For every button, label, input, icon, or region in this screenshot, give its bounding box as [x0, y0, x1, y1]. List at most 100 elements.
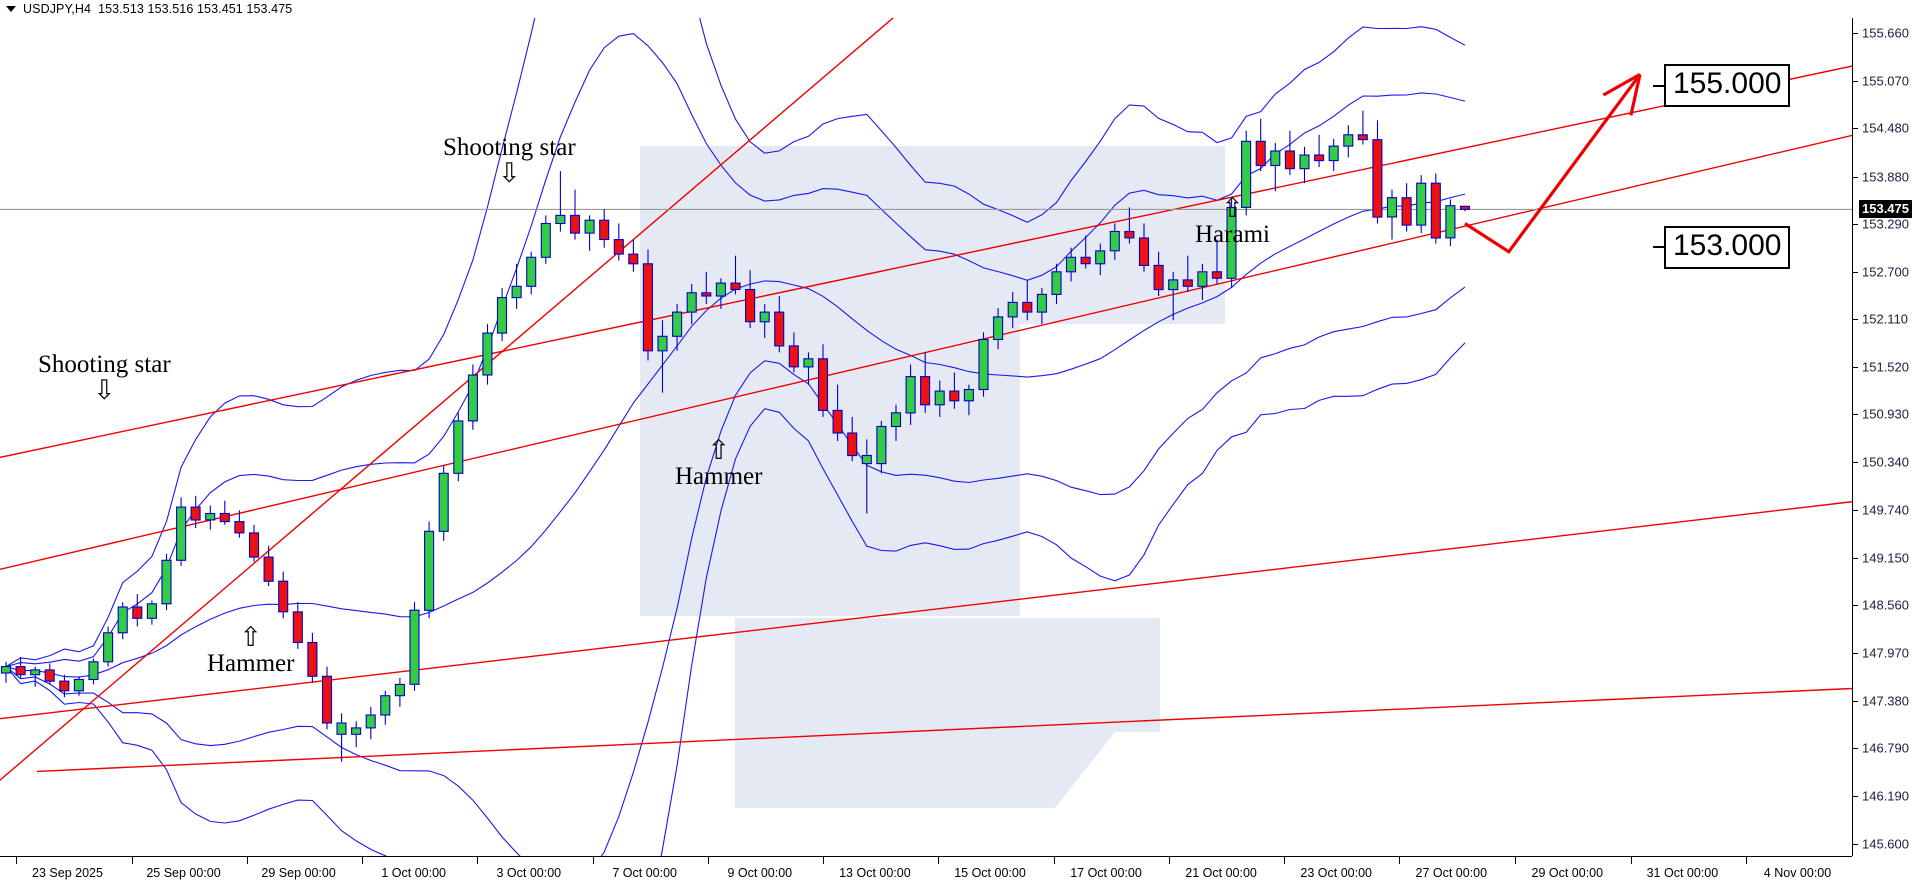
chart-header: USDJPY,H4 153.513 153.516 153.451 153.47…	[0, 0, 1916, 18]
time-axis-label: 23 Sep 2025	[32, 866, 103, 880]
price-axis-tick	[1853, 510, 1858, 512]
price-axis-label: 151.520	[1862, 359, 1909, 375]
price-axis-tick	[1853, 33, 1858, 35]
time-axis-label: 13 Oct 00:00	[839, 866, 911, 880]
time-axis-tick	[361, 857, 363, 864]
price-axis-label: 152.110	[1862, 311, 1909, 327]
triangle-down-icon[interactable]	[6, 6, 16, 12]
time-axis-tick	[1630, 857, 1632, 864]
price-axis-tick	[1853, 843, 1858, 845]
annotation-label: Shooting star	[443, 134, 576, 161]
time-axis-tick	[707, 857, 709, 864]
price-level-label: 155.000	[1673, 67, 1782, 101]
price-axis-tick	[1853, 414, 1858, 416]
price-axis-tick	[1853, 748, 1858, 749]
price-axis-label: 147.970	[1862, 645, 1909, 661]
chart-plot-area[interactable]	[0, 18, 1852, 856]
time-axis-label: 23 Oct 00:00	[1300, 866, 1372, 880]
time-axis-tick	[1515, 857, 1517, 864]
price-axis-tick	[1853, 224, 1858, 226]
price-level-dash	[1653, 84, 1665, 87]
time-axis-tick	[476, 857, 478, 864]
time-axis-tick	[1054, 857, 1056, 864]
price-axis-tick	[1853, 652, 1858, 654]
annotation-hammer-2: ⇧ Hammer	[675, 437, 762, 489]
time-axis-label: 25 Sep 00:00	[146, 866, 221, 880]
time-axis-tick	[938, 857, 940, 864]
time-axis-label: 21 Oct 00:00	[1185, 866, 1257, 880]
time-axis-label: 7 Oct 00:00	[612, 866, 677, 880]
time-axis-label: 3 Oct 00:00	[496, 866, 562, 880]
price-axis-tick	[1853, 319, 1858, 321]
annotation-shooting-star-1: Shooting star ⇩	[38, 352, 171, 404]
price-axis-tick	[1853, 462, 1858, 463]
price-axis-label: 150.930	[1862, 406, 1909, 422]
price-axis-tick	[1853, 796, 1858, 798]
time-axis-tick	[1745, 857, 1747, 864]
up-arrow-icon: ⇧	[239, 622, 263, 653]
time-axis-tick	[592, 857, 594, 864]
symbol-label: USDJPY,H4	[23, 2, 92, 16]
price-axis-tick	[1853, 700, 1858, 702]
annotation-shooting-star-2: Shooting star ⇩	[443, 135, 576, 187]
time-axis-label: 29 Sep 00:00	[261, 866, 336, 880]
price-axis-label: 146.190	[1862, 788, 1909, 804]
up-arrow-icon: ⇧	[1221, 193, 1244, 224]
annotation-hammer-1: ⇧ Hammer	[207, 624, 294, 676]
price-axis-label: 150.340	[1862, 454, 1909, 470]
projection-arrow	[1464, 73, 1642, 254]
time-axis-tick	[1169, 857, 1171, 864]
price-level-label: 153.000	[1673, 228, 1782, 262]
down-arrow-icon: ⇩	[93, 375, 116, 406]
time-axis-label: 9 Oct 00:00	[727, 866, 793, 880]
price-axis-label: 154.480	[1862, 120, 1909, 136]
time-axis-label: 27 Oct 00:00	[1415, 866, 1488, 880]
chart-canvas	[0, 18, 1852, 856]
time-axis[interactable]: 23 Sep 2025 25 Sep 00:00 29 Sep 00:00 1 Oct…	[0, 856, 1852, 896]
price-level-155-box[interactable]: 155.000	[1653, 64, 1791, 108]
time-axis-label: 15 Oct 00:00	[954, 866, 1026, 880]
trendlines	[0, 18, 1852, 782]
annotation-label: Hammer	[675, 463, 763, 490]
up-arrow-icon: ⇧	[707, 435, 731, 466]
price-axis-label: 153.290	[1862, 216, 1909, 232]
price-axis-label: 148.560	[1862, 597, 1909, 613]
price-axis-label: 155.660	[1862, 25, 1909, 41]
annotation-label: Harami	[1195, 221, 1270, 248]
time-axis-tick	[1399, 857, 1401, 864]
price-axis[interactable]: 155.660 155.070 154.480 153.880 153.290 152.7…	[1852, 18, 1916, 856]
annotation-label: Hammer	[207, 650, 295, 677]
price-axis-label: 147.380	[1862, 693, 1909, 708]
annotation-label: Shooting star	[38, 351, 171, 378]
time-axis-tick	[246, 857, 248, 864]
candlesticks	[0, 110, 1471, 762]
price-axis-tick	[1853, 128, 1858, 130]
time-axis-label: 17 Oct 00:00	[1070, 866, 1142, 880]
price-axis-label: 146.790	[1862, 740, 1909, 756]
time-axis-tick	[15, 857, 17, 864]
price-level-153-box[interactable]: 153.000	[1653, 225, 1791, 269]
time-axis-label: 29 Oct 00:00	[1531, 866, 1604, 880]
time-axis-tick	[823, 857, 824, 864]
price-axis-tick	[1853, 80, 1858, 82]
ohlc-values: 153.513 153.516 153.451 153.475	[98, 2, 293, 16]
price-axis-label: 149.740	[1862, 502, 1909, 518]
time-axis-label: 31 Oct 00:00	[1646, 866, 1719, 880]
time-axis-label: 4 Nov 00:00	[1763, 866, 1832, 880]
annotation-harami: ⇧ Harami	[1195, 195, 1270, 247]
time-axis-tick	[1284, 857, 1286, 864]
price-axis-tick	[1853, 366, 1858, 368]
price-axis-label: 145.600	[1862, 836, 1909, 852]
price-axis-label: 155.070	[1862, 73, 1909, 89]
price-axis-tick	[1853, 271, 1858, 273]
price-level-dash	[1653, 246, 1665, 249]
price-axis-label: 153.880	[1862, 169, 1909, 185]
price-axis-tick	[1853, 605, 1858, 607]
time-axis-label: 1 Oct 00:00	[381, 866, 446, 880]
time-axis-tick	[131, 857, 133, 864]
price-axis-label: 152.700	[1862, 264, 1909, 280]
down-arrow-icon: ⇩	[498, 158, 521, 189]
price-axis-label: 149.150	[1862, 550, 1909, 566]
price-axis-tick	[1853, 176, 1858, 178]
